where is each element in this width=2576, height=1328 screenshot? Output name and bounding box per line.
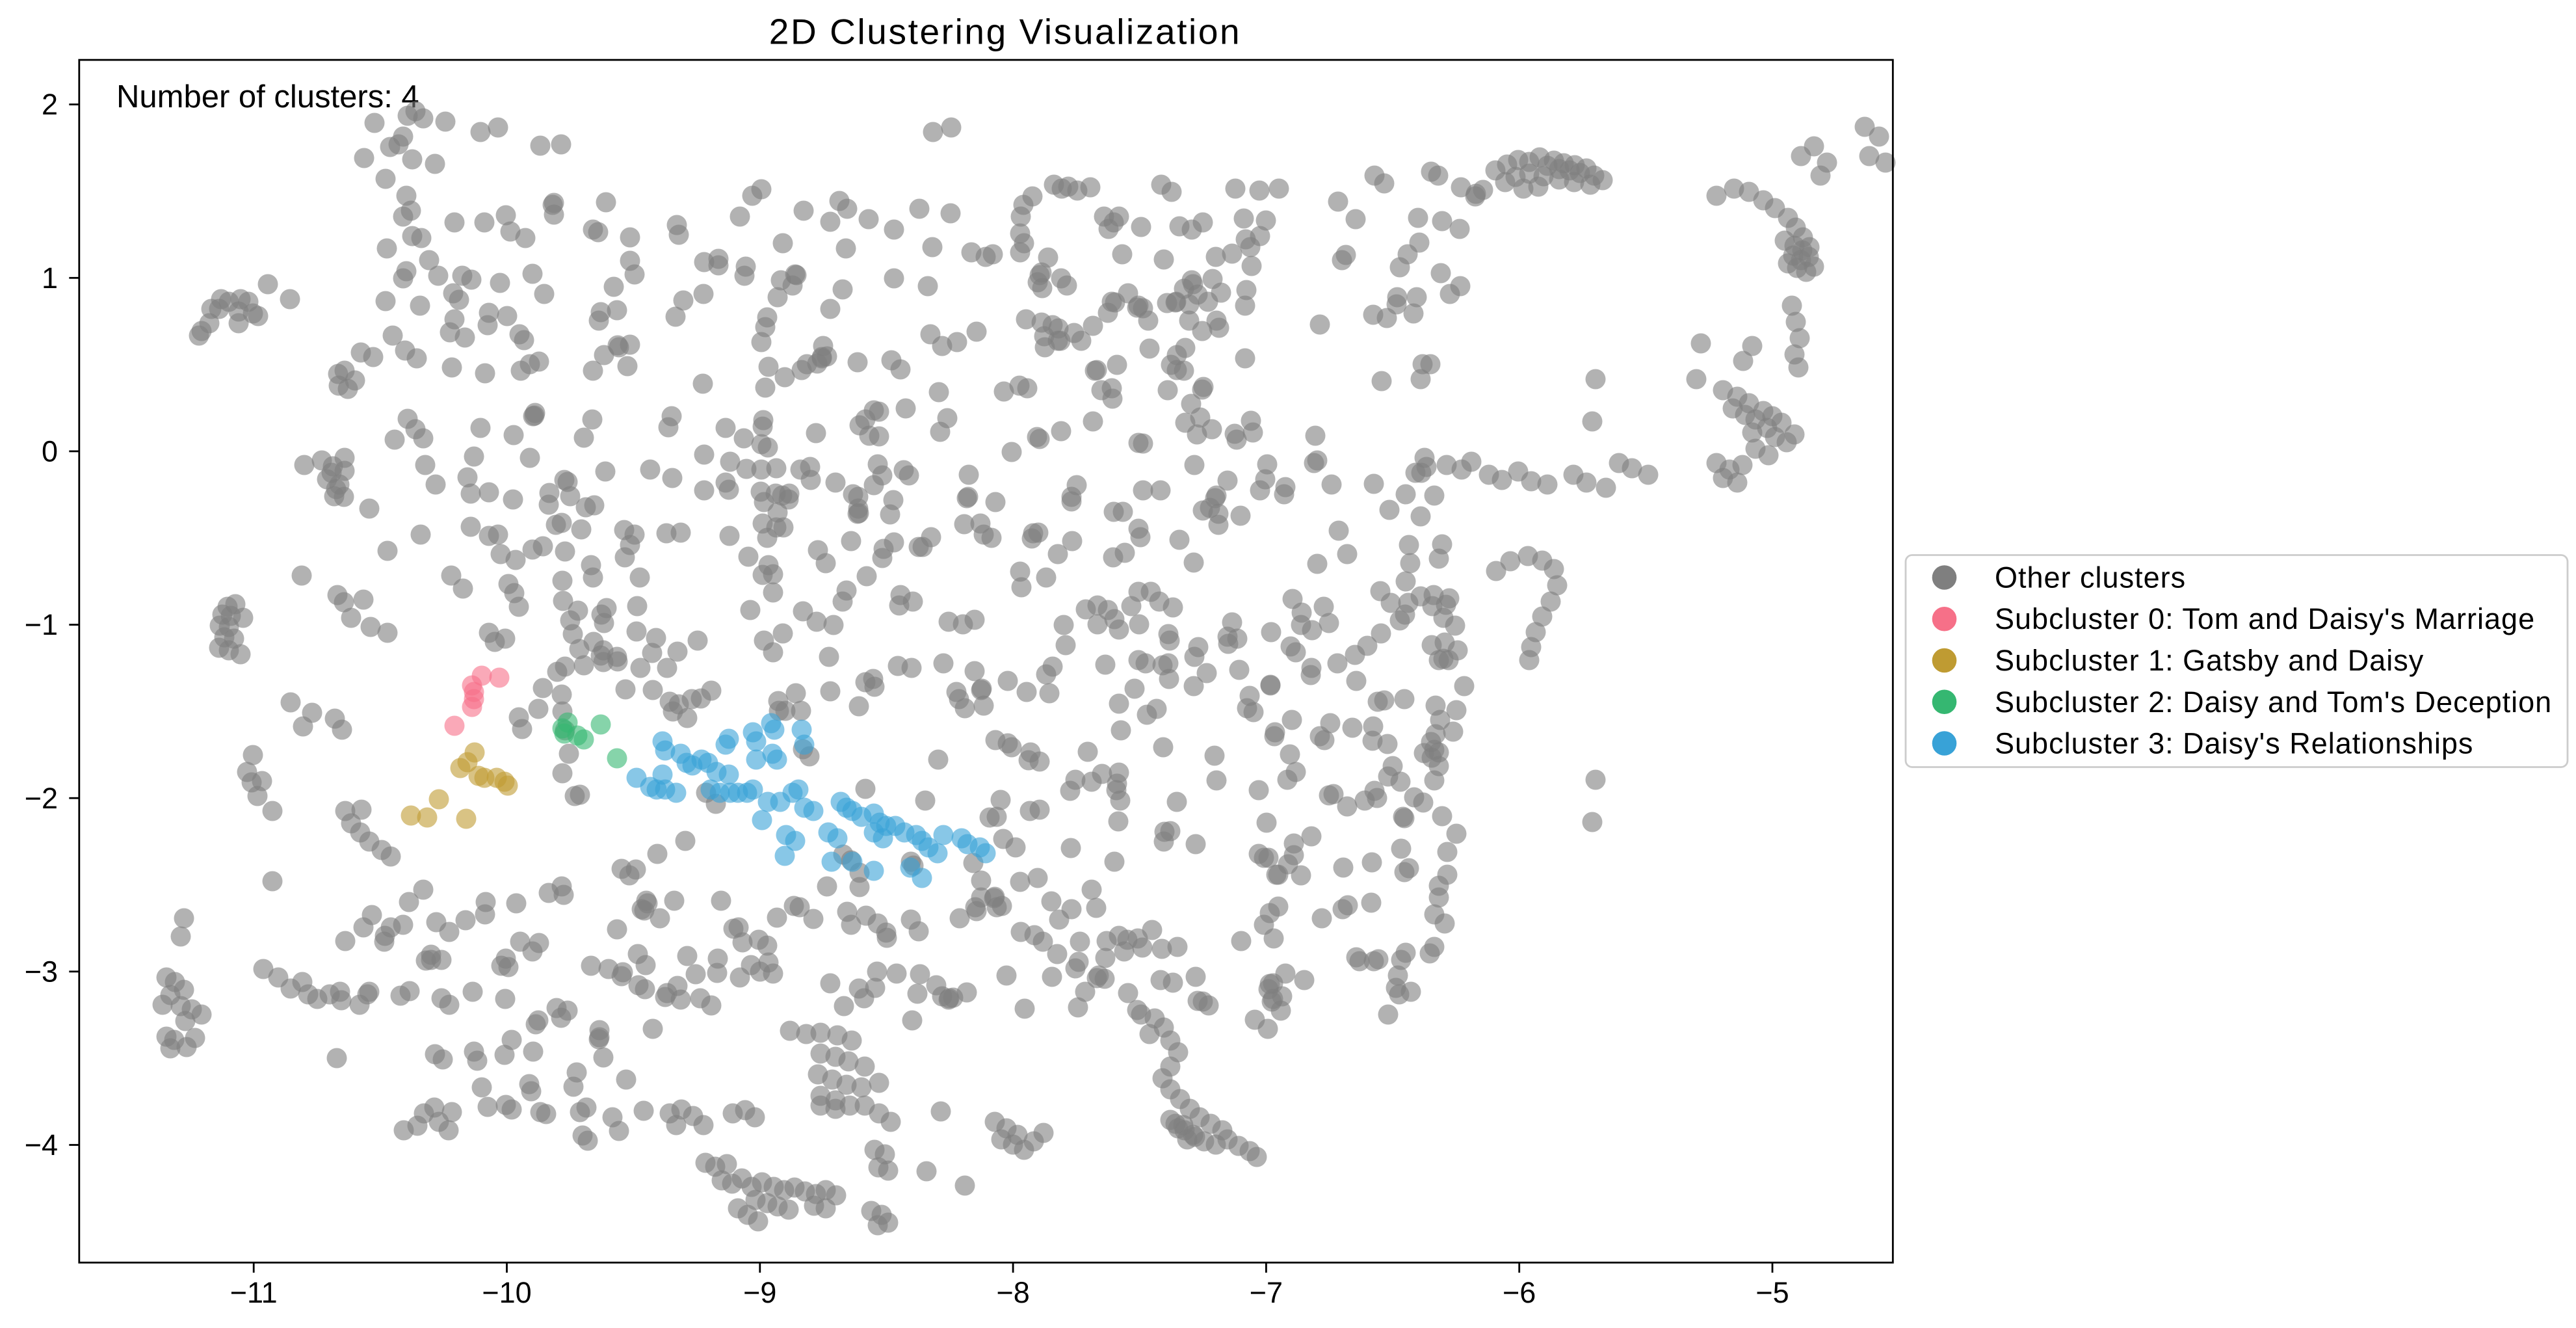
svg-text:−8: −8 — [996, 1276, 1029, 1309]
svg-text:1: 1 — [42, 261, 58, 295]
svg-text:Other clusters: Other clusters — [1995, 561, 2186, 594]
svg-text:Number of clusters: 4: Number of clusters: 4 — [116, 79, 419, 114]
svg-text:Subcluster 1: Gatsby and Daisy: Subcluster 1: Gatsby and Daisy — [1995, 644, 2424, 677]
svg-text:Subcluster 2: Daisy and Tom's: Subcluster 2: Daisy and Tom's Deception — [1995, 685, 2552, 719]
svg-text:−6: −6 — [1503, 1276, 1536, 1309]
svg-text:2: 2 — [42, 88, 58, 121]
svg-text:−11: −11 — [230, 1276, 278, 1309]
svg-text:0: 0 — [42, 435, 58, 468]
svg-text:−7: −7 — [1250, 1276, 1283, 1309]
svg-text:−9: −9 — [743, 1276, 776, 1309]
svg-text:−5: −5 — [1755, 1276, 1789, 1309]
svg-text:−4: −4 — [25, 1128, 58, 1162]
svg-text:−10: −10 — [482, 1276, 531, 1309]
svg-text:Subcluster 3: Daisy's Relation: Subcluster 3: Daisy's Relationships — [1995, 727, 2473, 760]
svg-text:−1: −1 — [25, 608, 58, 641]
svg-text:−2: −2 — [25, 782, 58, 815]
svg-text:−3: −3 — [25, 955, 58, 989]
svg-text:2D Clustering Visualization: 2D Clustering Visualization — [769, 12, 1241, 52]
svg-text:Subcluster 0: Tom and Daisy's: Subcluster 0: Tom and Daisy's Marriage — [1995, 602, 2535, 635]
